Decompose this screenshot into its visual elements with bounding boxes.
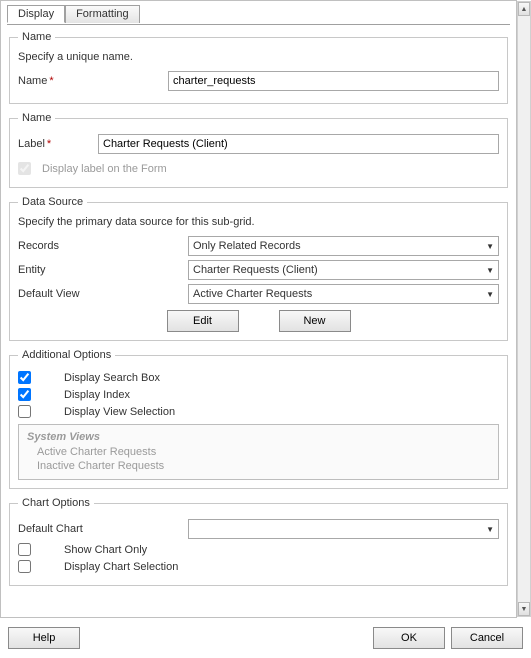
chevron-down-icon: ▼ [486,290,494,299]
defaultchart-select[interactable]: ▼ [188,519,499,539]
system-views-box: System Views Active Charter Requests Ina… [18,424,499,480]
name-label: Name [18,75,47,87]
section-name-desc: Specify a unique name. [18,51,499,63]
records-label: Records [18,240,59,252]
search-checkbox[interactable] [18,371,31,384]
scroll-down-icon[interactable]: ▼ [518,602,530,616]
entity-value: Charter Requests (Client) [193,264,318,276]
index-label: Display Index [64,389,130,401]
ok-button[interactable]: OK [373,627,445,649]
ok-button-label: OK [401,632,417,644]
section-label: Name Label* Display label on the Form [9,112,508,188]
showonly-checkbox[interactable] [18,543,31,556]
showonly-label: Show Chart Only [64,544,147,556]
viewsel-label: Display View Selection [64,406,175,418]
tab-formatting-label: Formatting [76,8,129,20]
section-datasource: Data Source Specify the primary data sou… [9,196,508,341]
index-checkbox[interactable] [18,388,31,401]
scroll-up-icon[interactable]: ▲ [518,2,530,16]
displaysel-checkbox[interactable] [18,560,31,573]
section-name-legend: Name [18,31,55,43]
new-button[interactable]: New [279,310,351,332]
section-datasource-legend: Data Source [18,196,87,208]
viewsel-checkbox[interactable] [18,405,31,418]
records-select[interactable]: Only Related Records ▼ [188,236,499,256]
entity-select[interactable]: Charter Requests (Client) ▼ [188,260,499,280]
tab-display-label: Display [18,8,54,20]
defaultview-label: Default View [18,288,80,300]
tab-display[interactable]: Display [7,5,65,23]
system-views-title: System Views [27,431,490,443]
chevron-down-icon: ▼ [486,525,494,534]
name-input[interactable] [168,71,499,91]
section-name: Name Specify a unique name. Name* [9,31,508,104]
list-item: Inactive Charter Requests [27,459,490,473]
display-on-form-label: Display label on the Form [42,163,167,175]
help-button[interactable]: Help [8,627,80,649]
footer: Help OK Cancel [0,618,531,658]
required-icon: * [47,138,51,150]
cancel-button[interactable]: Cancel [451,627,523,649]
defaultview-value: Active Charter Requests [193,288,312,300]
defaultchart-label: Default Chart [18,523,83,535]
section-label-legend: Name [18,112,55,124]
section-chart-legend: Chart Options [18,497,94,509]
help-button-label: Help [33,632,56,644]
search-label: Display Search Box [64,372,160,384]
vertical-scrollbar[interactable]: ▲ ▼ [517,1,531,617]
section-additional: Additional Options Display Search Box Di… [9,349,508,489]
chevron-down-icon: ▼ [486,266,494,275]
tab-formatting[interactable]: Formatting [65,5,140,23]
displaysel-label: Display Chart Selection [64,561,178,573]
section-chart: Chart Options Default Chart ▼ Show Chart… [9,497,508,586]
edit-button-label: Edit [193,315,212,327]
tabs: Display Formatting [7,5,510,23]
records-value: Only Related Records [193,240,301,252]
new-button-label: New [303,315,325,327]
chevron-down-icon: ▼ [486,242,494,251]
display-on-form-checkbox [18,162,31,175]
label-input[interactable] [98,134,499,154]
list-item: Active Charter Requests [27,445,490,459]
section-additional-legend: Additional Options [18,349,115,361]
edit-button[interactable]: Edit [167,310,239,332]
cancel-button-label: Cancel [470,632,504,644]
required-icon: * [49,75,53,87]
defaultview-select[interactable]: Active Charter Requests ▼ [188,284,499,304]
section-datasource-desc: Specify the primary data source for this… [18,216,499,228]
label-label: Label [18,138,45,150]
entity-label: Entity [18,264,46,276]
